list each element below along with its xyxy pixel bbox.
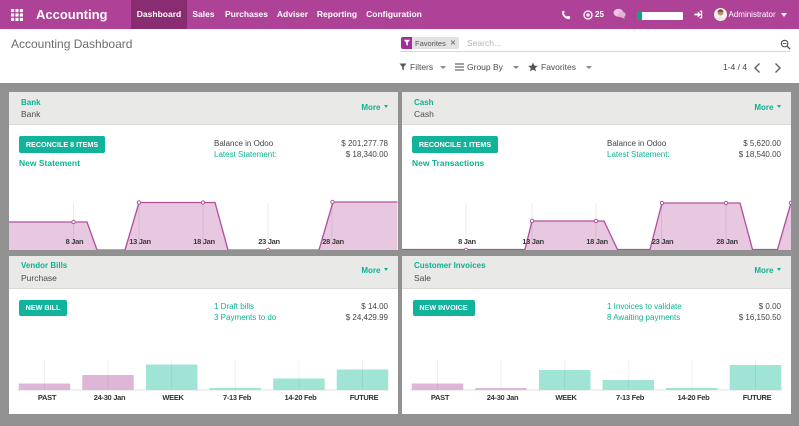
svg-text:14-20 Feb: 14-20 Feb	[678, 393, 711, 402]
svg-text:8 Jan: 8 Jan	[66, 237, 84, 246]
svg-text:PAST: PAST	[38, 393, 57, 402]
svg-text:7-13 Feb: 7-13 Feb	[616, 393, 645, 402]
svg-text:14-20 Feb: 14-20 Feb	[285, 393, 318, 402]
svg-text:23 Jan: 23 Jan	[258, 237, 280, 246]
svg-text:8 Jan: 8 Jan	[458, 237, 476, 246]
svg-text:28 Jan: 28 Jan	[322, 237, 344, 246]
svg-text:13 Jan: 13 Jan	[522, 237, 544, 246]
svg-text:24-30 Jan: 24-30 Jan	[487, 393, 519, 402]
svg-text:FUTURE: FUTURE	[743, 393, 772, 402]
svg-text:PAST: PAST	[431, 393, 450, 402]
svg-text:FUTURE: FUTURE	[350, 393, 379, 402]
svg-text:23 Jan: 23 Jan	[652, 237, 674, 246]
svg-text:WEEK: WEEK	[162, 393, 184, 402]
svg-text:13 Jan: 13 Jan	[129, 237, 151, 246]
svg-text:28 Jan: 28 Jan	[716, 237, 738, 246]
svg-text:24-30 Jan: 24-30 Jan	[94, 393, 126, 402]
svg-text:18 Jan: 18 Jan	[586, 237, 608, 246]
svg-text:WEEK: WEEK	[555, 393, 577, 402]
svg-text:7-13 Feb: 7-13 Feb	[223, 393, 252, 402]
svg-text:18 Jan: 18 Jan	[193, 237, 215, 246]
